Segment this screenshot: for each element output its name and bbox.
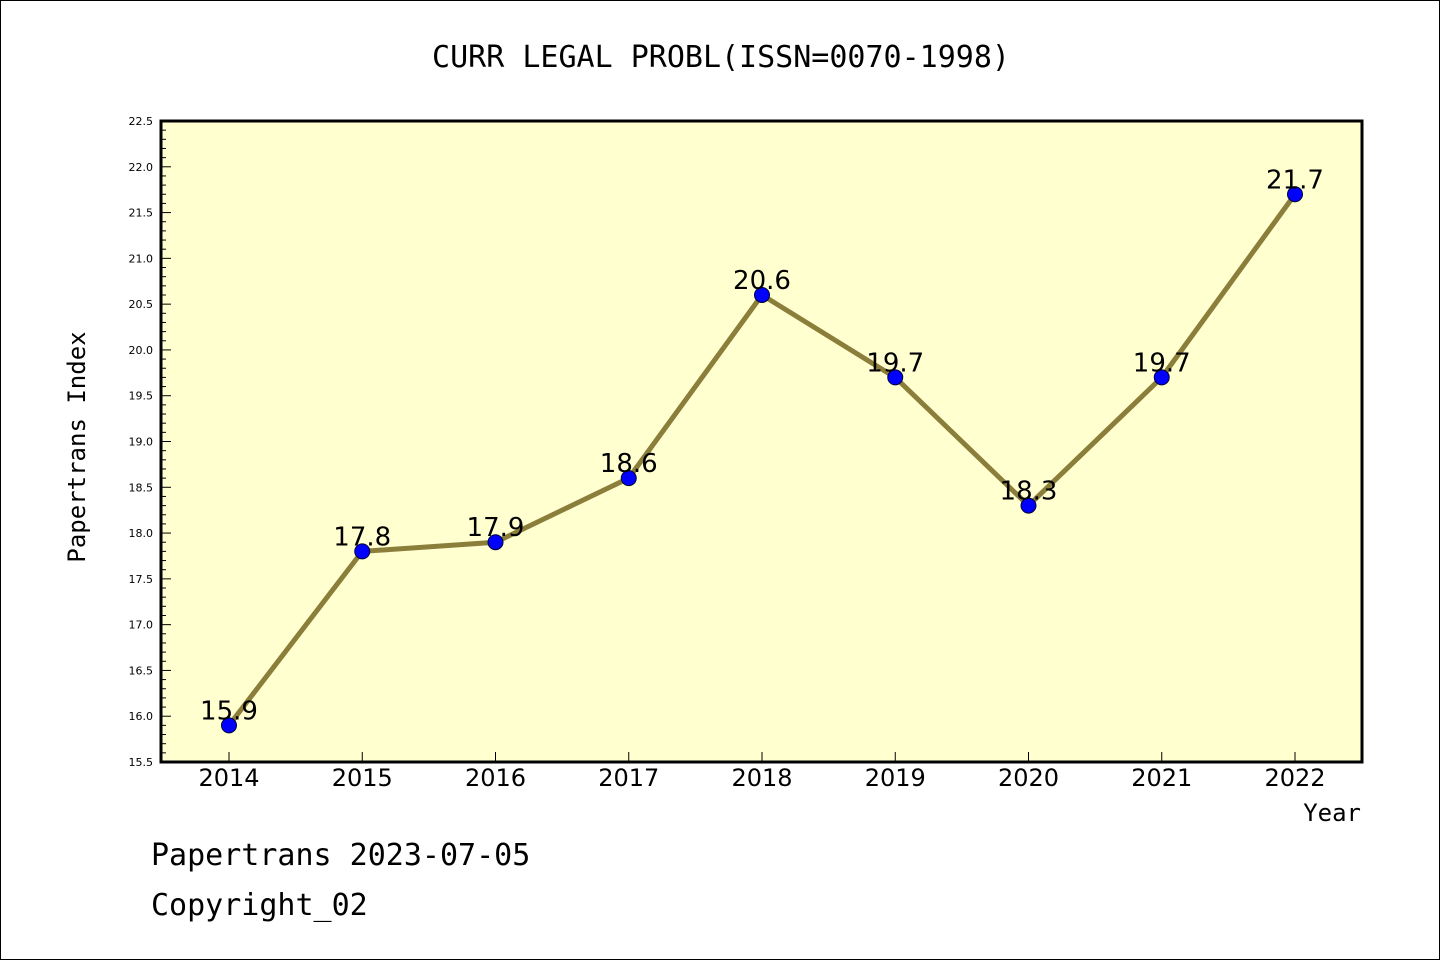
data-point [1153, 369, 1170, 386]
data-point [487, 534, 504, 551]
y-tick-label: 20.0 [129, 344, 154, 357]
x-tick-label: 2019 [865, 764, 926, 792]
series-markers [221, 186, 1303, 734]
x-tick-label: 2015 [332, 764, 393, 792]
y-axis-label: Papertrans Index [63, 331, 91, 562]
data-point [1020, 497, 1037, 514]
data-label: 17.8 [333, 522, 391, 552]
data-point [887, 369, 904, 386]
y-tick-label: 19.5 [129, 390, 154, 403]
x-tick-label: 2014 [198, 764, 259, 792]
data-point [1287, 186, 1303, 203]
y-tick-label: 15.5 [129, 756, 154, 769]
plot-area [159, 119, 1364, 764]
y-tick-label: 21.5 [129, 207, 154, 220]
data-label: 17.9 [467, 513, 525, 543]
data-label: 19.7 [866, 348, 924, 378]
y-tick-label: 22.0 [129, 161, 154, 174]
y-tick-label: 19.0 [129, 436, 154, 449]
x-tick-label: 2020 [998, 764, 1059, 792]
x-axis-label: Year [1303, 799, 1361, 827]
data-point [620, 470, 637, 487]
data-point [754, 286, 770, 303]
data-label: 18.3 [1000, 477, 1058, 507]
y-tick-label: 17.5 [129, 573, 154, 586]
y-tick-label: 20.5 [129, 298, 154, 311]
y-tick-label: 22.5 [129, 115, 154, 128]
data-labels: 15.9 17.8 17.9 18.6 20.6 19.7 18.3 19.7 21.7 [200, 165, 1324, 726]
x-tick-label: 2021 [1131, 764, 1192, 792]
data-point [221, 717, 237, 734]
x-tick-label: 2018 [731, 764, 792, 792]
footer-copyright: Copyright_02 [151, 888, 368, 923]
data-label: 19.7 [1133, 348, 1191, 378]
data-label: 18.6 [600, 449, 658, 479]
y-tick-label: 21.0 [129, 252, 154, 265]
data-label: 20.6 [733, 266, 791, 296]
y-tick-label: 18.5 [129, 481, 154, 494]
y-tick-label: 16.0 [129, 710, 154, 723]
y-tick-label: 16.5 [129, 664, 154, 677]
data-label: 21.7 [1266, 165, 1324, 195]
chart-title: CURR LEGAL PROBL(ISSN=0070-1998) [432, 40, 1010, 75]
x-axis: 2014 2015 2016 2017 2018 2019 2020 2021 2022 [198, 752, 1326, 792]
x-tick-label: 2017 [598, 764, 659, 792]
y-tick-label: 18.0 [129, 527, 154, 540]
x-tick-label: 2022 [1264, 764, 1325, 792]
y-tick-label: 17.0 [129, 619, 154, 632]
x-tick-label: 2016 [465, 764, 526, 792]
y-axis: 15.5 16.0 16.5 17.0 17.5 18.0 18.5 19.0 19.5 20.0… [129, 115, 171, 769]
data-label: 15.9 [200, 696, 258, 726]
footer-date: Papertrans 2023-07-05 [151, 838, 530, 873]
data-point [354, 543, 371, 560]
